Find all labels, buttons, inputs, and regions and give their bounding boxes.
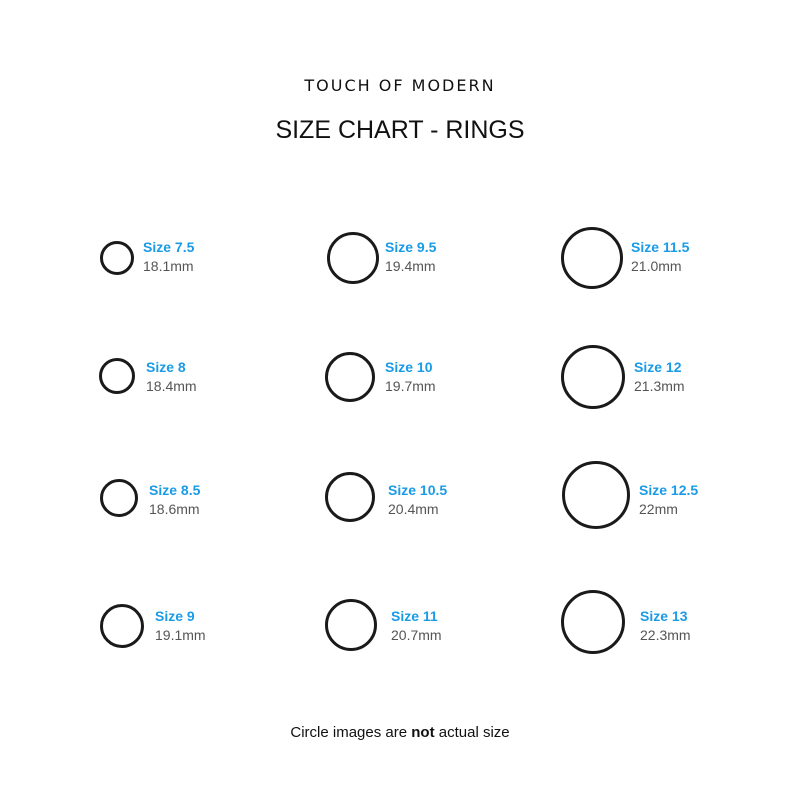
ring-size: Size 8.5 xyxy=(149,482,201,498)
ring-label: Size 11 20.7mm xyxy=(391,607,442,645)
ring-circle xyxy=(99,358,135,394)
ring-circle xyxy=(325,599,377,651)
ring-size: Size 12 xyxy=(634,359,682,375)
disclaimer-note: Circle images are not actual size xyxy=(290,724,510,741)
ring-size: Size 12.5 xyxy=(639,482,699,498)
ring-label: Size 8 18.4mm xyxy=(146,358,197,396)
ring-label: Size 9 19.1mm xyxy=(155,607,206,645)
ring-label: Size 11.5 21.0mm xyxy=(631,238,689,276)
ring-size: Size 8 xyxy=(146,359,186,375)
ring-label: Size 10.5 20.4mm xyxy=(388,481,447,519)
ring-size: Size 10 xyxy=(385,359,433,375)
ring-label: Size 13 22.3mm xyxy=(640,607,691,645)
ring-circle xyxy=(562,461,630,529)
ring-circle xyxy=(325,352,375,402)
ring-diameter: 18.1mm xyxy=(143,258,194,274)
ring-label: Size 7.5 18.1mm xyxy=(143,238,194,276)
ring-diameter: 21.0mm xyxy=(631,258,682,274)
ring-size: Size 11 xyxy=(391,608,438,624)
ring-diameter: 19.1mm xyxy=(155,627,206,643)
ring-circle xyxy=(327,232,379,284)
ring-diameter: 19.7mm xyxy=(385,378,436,394)
brand-logo: TOUCH OF MODERN xyxy=(304,76,496,95)
ring-circle xyxy=(325,472,375,522)
ring-size: Size 11.5 xyxy=(631,239,690,255)
ring-size: Size 9 xyxy=(155,608,195,624)
ring-diameter: 20.4mm xyxy=(388,501,439,517)
ring-label: Size 12.5 22mm xyxy=(639,481,698,519)
ring-diameter: 19.4mm xyxy=(385,258,436,274)
ring-size: Size 10.5 xyxy=(388,482,448,498)
ring-label: Size 12 21.3mm xyxy=(634,358,685,396)
ring-label: Size 10 19.7mm xyxy=(385,358,436,396)
ring-diameter: 21.3mm xyxy=(634,378,685,394)
ring-circle xyxy=(561,227,623,289)
ring-circle xyxy=(561,345,625,409)
ring-circle xyxy=(100,479,138,517)
ring-diameter: 20.7mm xyxy=(391,627,442,643)
ring-diameter: 22mm xyxy=(639,501,678,517)
ring-diameter: 22.3mm xyxy=(640,627,691,643)
ring-circle xyxy=(100,241,134,275)
ring-diameter: 18.6mm xyxy=(149,501,200,517)
ring-diameter: 18.4mm xyxy=(146,378,197,394)
ring-label: Size 8.5 18.6mm xyxy=(149,481,200,519)
ring-size: Size 13 xyxy=(640,608,688,624)
ring-size: Size 7.5 xyxy=(143,239,195,255)
page-title: SIZE CHART - RINGS xyxy=(275,116,525,144)
ring-label: Size 9.5 19.4mm xyxy=(385,238,436,276)
ring-circle xyxy=(561,590,625,654)
ring-circle xyxy=(100,604,144,648)
ring-size: Size 9.5 xyxy=(385,239,437,255)
